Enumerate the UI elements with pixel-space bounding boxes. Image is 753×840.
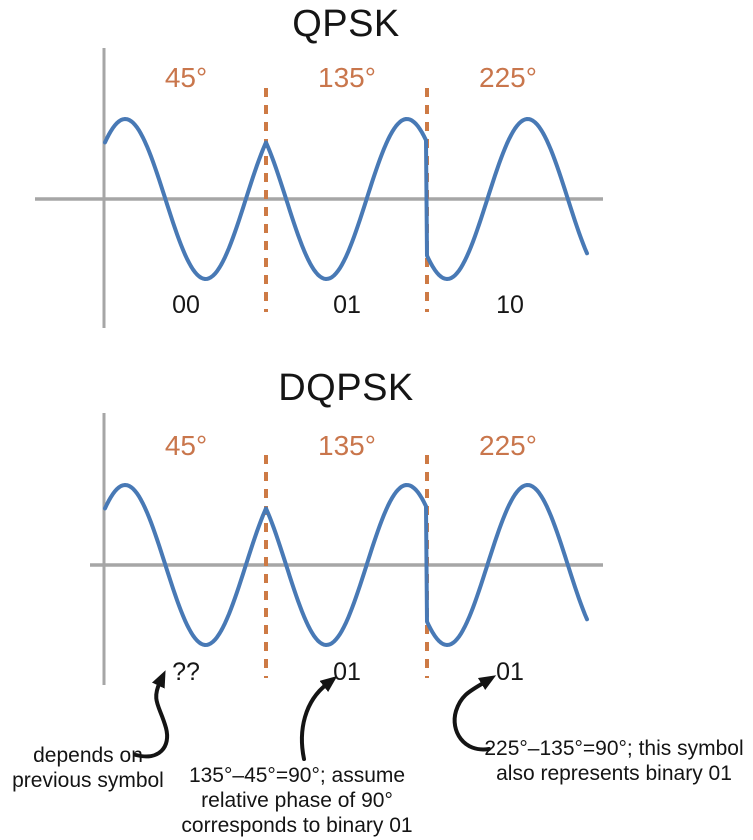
phase-label-qpsk-45: 45° [164,62,208,93]
chart-title-dqpsk: DQPSK [278,367,414,409]
annotation-arrow-right [452,675,497,752]
annotation-line: corresponds to binary 01 [181,814,413,837]
annotation-line: previous symbol [12,769,164,792]
annotation-arrow-middle [299,676,338,761]
annotation-relative-phase-90: 135°–45°=90°; assume relative phase of 9… [135,763,459,838]
chart-title-qpsk: QPSK [292,3,400,45]
annotation-line: relative phase of 90° [201,789,393,812]
symbol-label-dqpsk-2: 01 [333,658,361,686]
annotation-depends-on-previous: depends on previous symbol [0,743,176,793]
symbol-label-qpsk-00: 00 [172,291,200,319]
phase-label-dqpsk-225: 225° [479,430,537,461]
phase-label-qpsk-135: 135° [318,62,376,93]
phase-label-dqpsk-135: 135° [318,430,376,461]
annotation-line: also represents binary 01 [496,762,732,785]
carrier-sine-wave [103,117,589,281]
annotation-arrow-left [134,670,170,759]
annotation-line: 225°–135°=90°; this symbol [484,737,744,760]
annotation-also-binary-01: 225°–135°=90°; this symbol also represen… [460,736,753,786]
carrier-sine-wave [103,483,589,647]
annotation-line: depends on [33,744,143,767]
symbol-label-qpsk-10: 10 [496,291,524,319]
symbol-label-dqpsk-3: 01 [496,658,524,686]
phase-label-qpsk-225: 225° [479,62,537,93]
annotation-line: 135°–45°=90°; assume [188,764,406,787]
symbol-label-qpsk-01: 01 [333,291,361,319]
symbol-label-dqpsk-1: ?? [172,658,200,686]
phase-label-dqpsk-45: 45° [164,430,208,461]
